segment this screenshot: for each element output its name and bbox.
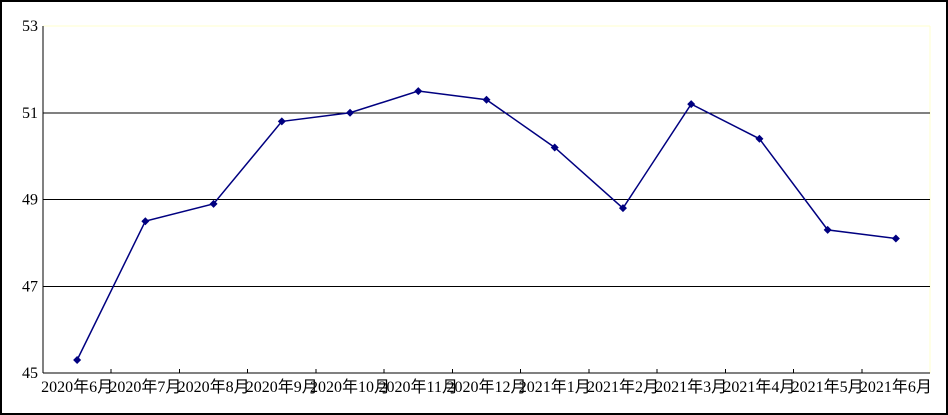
- y-tick-label: 49: [22, 192, 38, 209]
- x-tick-label: 2020年9月: [246, 378, 318, 396]
- y-tick-label: 53: [22, 18, 38, 35]
- data-point-marker: [618, 204, 627, 213]
- data-point-marker: [209, 199, 218, 208]
- x-tick-label: 2021年2月: [587, 378, 659, 396]
- x-tick-label: 2021年4月: [723, 378, 795, 396]
- x-tick-label: 2020年12月: [446, 378, 526, 396]
- data-point-marker: [73, 355, 82, 364]
- data-point-marker: [550, 143, 559, 152]
- data-point-marker: [277, 117, 286, 126]
- x-tick-label: 2020年6月: [41, 378, 113, 396]
- y-tick-label: 51: [22, 105, 38, 122]
- x-tick-label: 2020年10月: [310, 378, 390, 396]
- x-tick-label: 2020年7月: [109, 378, 181, 396]
- x-tick-label: 2021年1月: [519, 378, 591, 396]
- data-point-marker: [823, 225, 832, 234]
- data-point-marker: [346, 108, 355, 117]
- data-point-marker: [141, 217, 150, 226]
- x-tick-label: 2020年8月: [178, 378, 250, 396]
- y-tick-label: 47: [22, 278, 38, 295]
- y-tick-label: 45: [22, 365, 38, 382]
- x-tick-label: 2020年11月: [379, 378, 458, 396]
- x-tick-label: 2021年5月: [792, 378, 864, 396]
- x-tick-label: 2021年3月: [655, 378, 727, 396]
- data-point-marker: [891, 234, 900, 243]
- data-point-marker: [482, 95, 491, 104]
- data-point-marker: [755, 134, 764, 143]
- x-tick-label: 2021年6月: [860, 378, 932, 396]
- data-point-marker: [414, 87, 423, 96]
- data-point-marker: [687, 100, 696, 109]
